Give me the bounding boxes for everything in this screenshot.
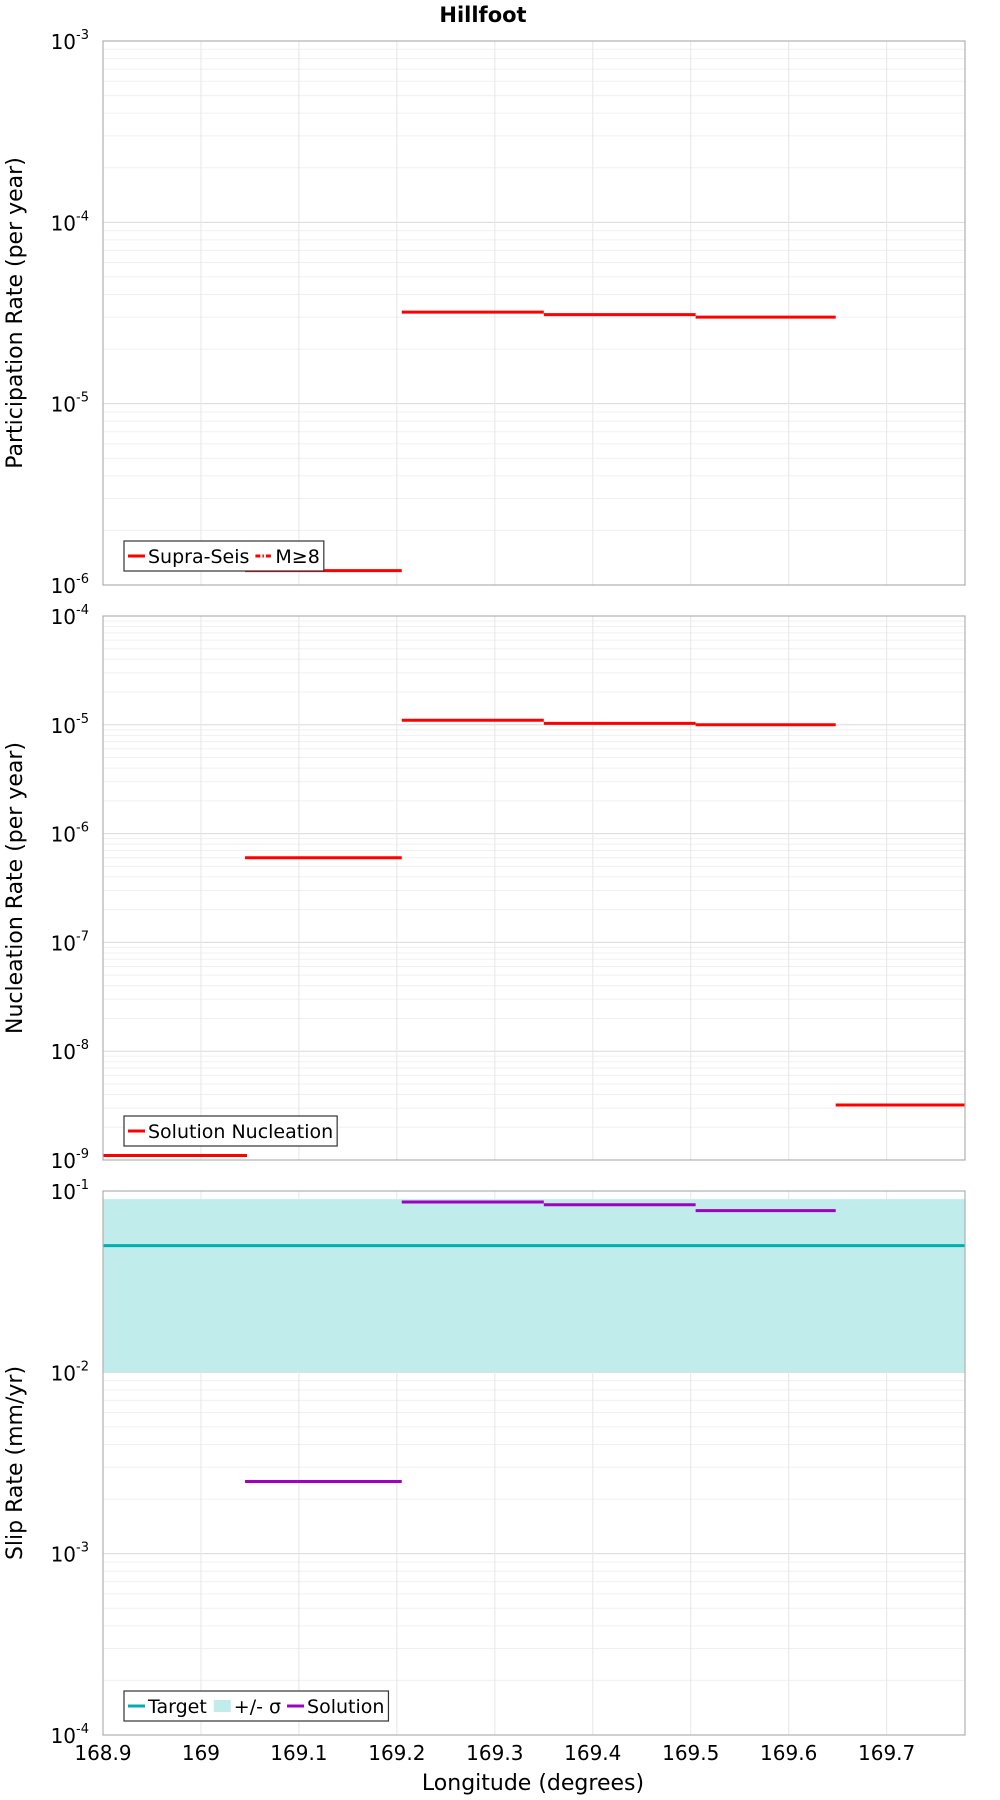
- y-tick-label: 10-4: [51, 209, 89, 235]
- y-tick-label: 10-1: [51, 1178, 89, 1204]
- legend-label: M≥8: [275, 546, 319, 568]
- sigma-band: [103, 1199, 965, 1373]
- legend: Supra-Seis M≥8: [123, 540, 325, 572]
- legend-box: [123, 1690, 390, 1722]
- plot-frame: [102, 615, 966, 1161]
- y-tick-label: 10-6: [51, 821, 89, 847]
- gridlines: [102, 615, 965, 1161]
- legend-label: Solution Nucleation: [148, 1121, 333, 1143]
- legend: Solution Nucleation: [123, 1115, 338, 1147]
- y-tick-label: 10-8: [51, 1038, 89, 1064]
- legend-box: [123, 1115, 338, 1147]
- plot-area: [103, 616, 965, 1160]
- slip-rate-panel: 10-4 10-3 10-2 10-1 168.9 169 169.1 169.2 169.3 1…: [3, 1178, 966, 1765]
- legend-label: Solution: [307, 1696, 384, 1718]
- legend-item: Target: [128, 1696, 207, 1718]
- y-tick-label: 10-6: [51, 572, 89, 598]
- x-tick-label: 169: [182, 1741, 220, 1765]
- legend-label: +/- σ: [234, 1696, 281, 1718]
- y-tick-label: 10-3: [51, 28, 89, 54]
- y-axis-label: Nucleation Rate (per year): [3, 742, 28, 1034]
- plot-frame: [102, 1190, 966, 1736]
- y-tick-label: 10-9: [51, 1147, 89, 1173]
- legend-item: Solution: [287, 1696, 384, 1718]
- y-tick-label: 10-2: [51, 1359, 89, 1385]
- x-tick-label: 169.2: [368, 1741, 425, 1765]
- participation-rate-panel: 10-6 10-5 10-4 10-3 Participation Rate (per …: [3, 28, 966, 598]
- legend-label: Target: [147, 1696, 207, 1718]
- y-axis-label: Participation Rate (per year): [3, 157, 28, 469]
- y-tick-label: 10-4: [51, 603, 89, 629]
- plot-frame: [102, 40, 966, 586]
- y-tick-label: 10-5: [51, 712, 89, 738]
- figure-title: Hillfoot: [439, 3, 526, 27]
- y-tick-label: 10-5: [51, 391, 89, 417]
- y-tick-label: 10-3: [51, 1541, 89, 1567]
- x-tick-label: 169.6: [760, 1741, 817, 1765]
- gridlines: [102, 40, 965, 586]
- y-tick-label: 10-4: [51, 1722, 89, 1748]
- legend-swatch: [213, 1700, 231, 1712]
- legend-item: M≥8: [255, 546, 320, 568]
- legend-item: Solution Nucleation: [128, 1121, 333, 1143]
- series-solution: [245, 1200, 836, 1484]
- y-axis-label: Slip Rate (mm/yr): [3, 1366, 28, 1560]
- x-tick-label: 168.9: [74, 1741, 131, 1765]
- x-axis-label: Longitude (degrees): [422, 1771, 644, 1796]
- legend-item: +/- σ: [213, 1696, 281, 1718]
- legend-box: [123, 540, 325, 572]
- legend-item: Supra-Seis: [128, 546, 249, 568]
- x-tick-label: 169.7: [858, 1741, 915, 1765]
- x-tick-label: 169.1: [270, 1741, 327, 1765]
- legend: Target +/- σ Solution: [123, 1690, 390, 1722]
- nucleation-rate-panel: 10-9 10-8 10-7 10-6 10-5 10-4 Nucleation Rate …: [3, 603, 966, 1173]
- x-tick-label: 169.3: [466, 1741, 523, 1765]
- legend-label: Supra-Seis: [148, 546, 249, 568]
- x-tick-label: 169.5: [662, 1741, 719, 1765]
- x-tick-label: 169.4: [564, 1741, 621, 1765]
- series-solution-nucleation: [103, 718, 965, 1157]
- y-tick-label: 10-7: [51, 929, 89, 955]
